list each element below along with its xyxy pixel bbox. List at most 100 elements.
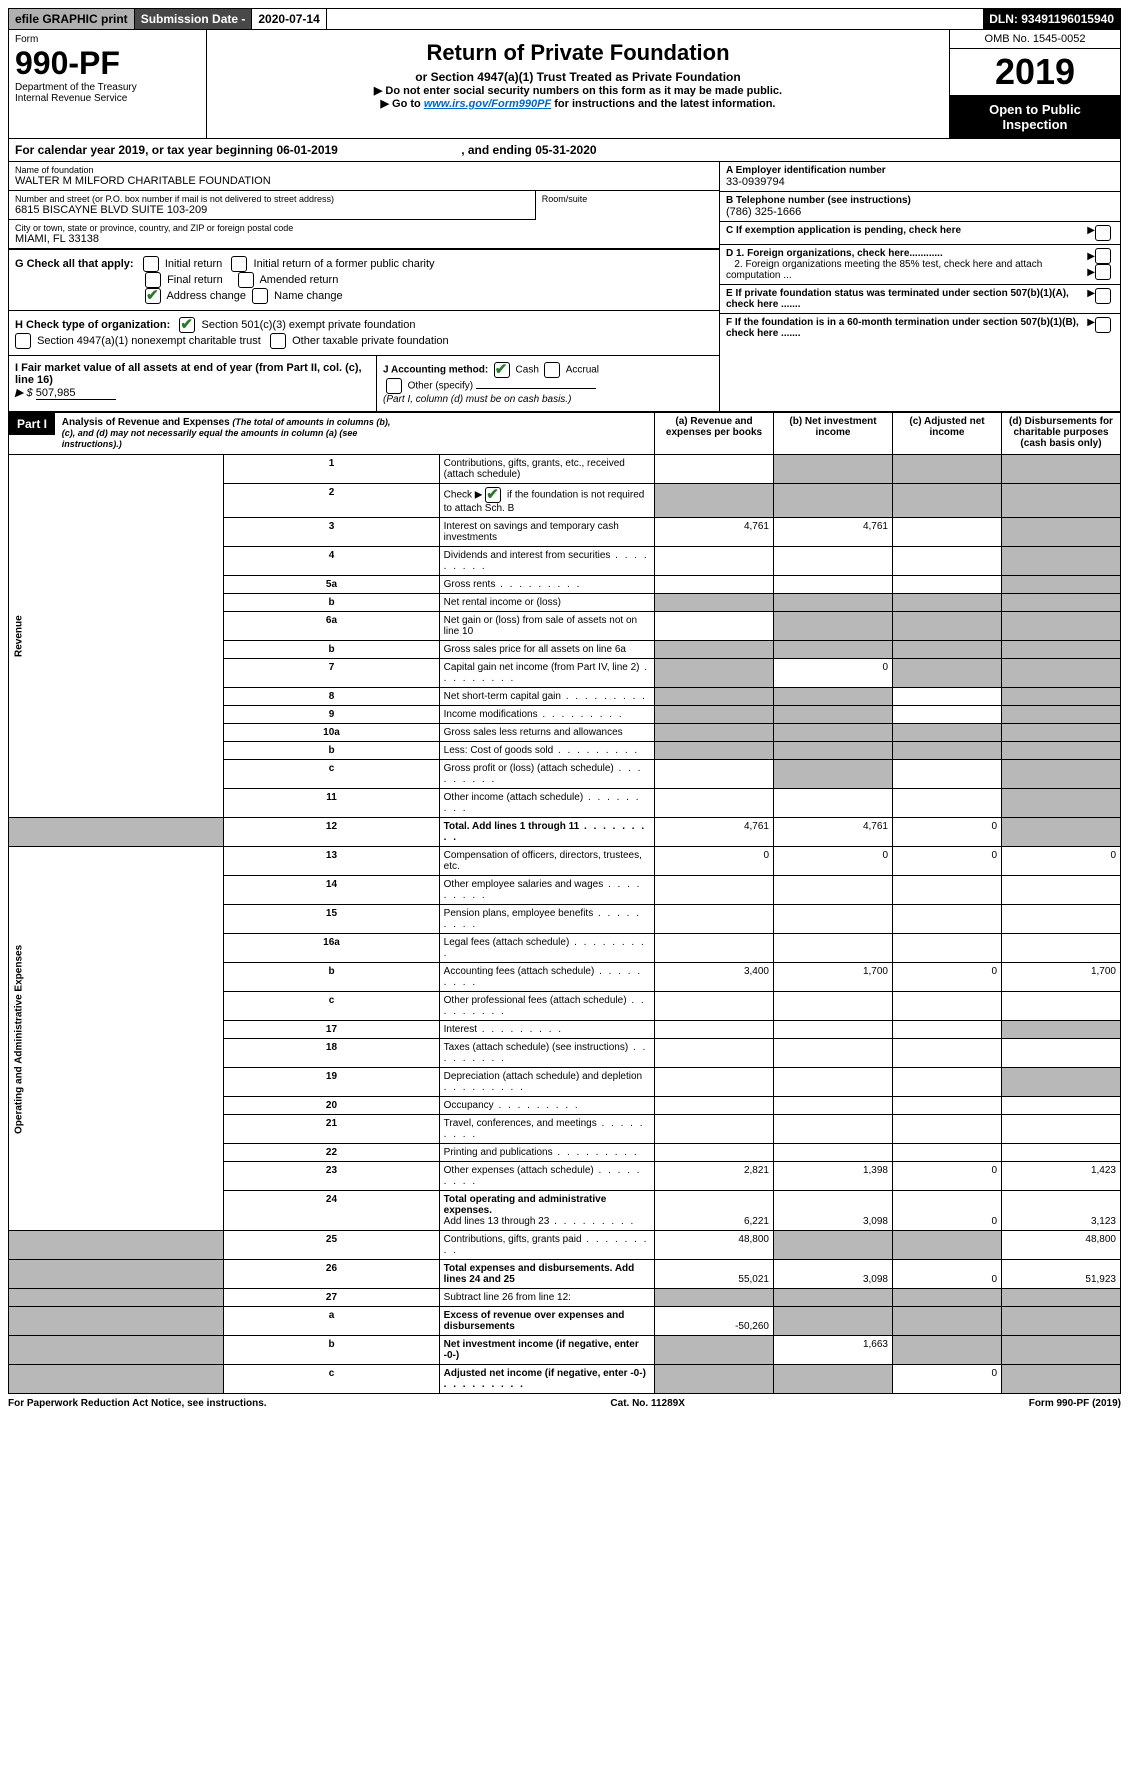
- l23-desc: Other expenses (attach schedule): [439, 1162, 654, 1191]
- chk-501c3[interactable]: [179, 317, 195, 333]
- open-public: Open to Public Inspection: [950, 96, 1120, 138]
- info-right: A Employer identification number 33-0939…: [719, 162, 1120, 411]
- l25-a: 48,800: [655, 1231, 774, 1260]
- footer-right: Form 990-PF (2019): [1029, 1398, 1121, 1409]
- chk-sch-b[interactable]: [485, 487, 501, 503]
- chk-e[interactable]: [1095, 288, 1111, 304]
- chk-address-change[interactable]: [145, 288, 161, 304]
- l8-desc: Net short-term capital gain: [439, 688, 654, 706]
- h-c3: Section 501(c)(3) exempt private foundat…: [201, 319, 415, 331]
- l15-desc: Pension plans, employee benefits: [439, 905, 654, 934]
- e-arrow-icon: [1083, 288, 1095, 299]
- calyear-begin: 06-01-2019: [276, 143, 337, 157]
- irs-label: Internal Revenue Service: [15, 93, 200, 104]
- l16b-desc: Accounting fees (attach schedule): [439, 963, 654, 992]
- row-27a: aExcess of revenue over expenses and dis…: [9, 1307, 1121, 1336]
- room-label: Room/suite: [542, 194, 713, 204]
- c-cell: C If exemption application is pending, c…: [720, 222, 1120, 245]
- l27c-desc: Adjusted net income (if negative, enter …: [439, 1365, 654, 1394]
- l24-c: 0: [893, 1191, 1002, 1231]
- row-27c: cAdjusted net income (if negative, enter…: [9, 1365, 1121, 1394]
- form-link[interactable]: www.irs.gov/Form990PF: [424, 98, 551, 110]
- chk-initial[interactable]: [143, 256, 159, 272]
- row-1: Revenue 1Contributions, gifts, grants, e…: [9, 455, 1121, 484]
- header-left: Form 990-PF Department of the Treasury I…: [9, 30, 207, 138]
- form-subtitle: or Section 4947(a)(1) Trust Treated as P…: [213, 70, 943, 84]
- l23-a: 2,821: [655, 1162, 774, 1191]
- header-right: OMB No. 1545-0052 2019 Open to Public In…: [949, 30, 1120, 138]
- l25-d: 48,800: [1002, 1231, 1121, 1260]
- city-label: City or town, state or province, country…: [15, 223, 713, 233]
- note2-suffix: for instructions and the latest informat…: [551, 98, 775, 110]
- chk-c[interactable]: [1095, 225, 1111, 241]
- chk-name-change[interactable]: [252, 288, 268, 304]
- l27c-c: 0: [893, 1365, 1002, 1394]
- g-final: Final return: [167, 274, 223, 286]
- calyear-mid: , and ending: [461, 143, 535, 157]
- note2-prefix: ▶ Go to: [381, 98, 424, 110]
- room-cell: Room/suite: [535, 191, 719, 220]
- l9-desc: Income modifications: [439, 706, 654, 724]
- c-arrow-icon: [1083, 225, 1095, 236]
- f-arrow-icon: [1083, 317, 1095, 328]
- d2-label: 2. Foreign organizations meeting the 85%…: [726, 259, 1042, 281]
- chk-d1[interactable]: [1095, 248, 1111, 264]
- l24b-text: Add lines 13 through 23: [444, 1216, 636, 1227]
- row-27: 27Subtract line 26 from line 12:: [9, 1289, 1121, 1307]
- d1-arrow-icon: [1083, 251, 1095, 262]
- l3-a: 4,761: [655, 518, 774, 547]
- l3-b: 4,761: [774, 518, 893, 547]
- d-text: D 1. Foreign organizations, check here..…: [726, 248, 1083, 281]
- j-other: Other (specify): [408, 381, 474, 392]
- l10b-desc: Less: Cost of goods sold: [439, 742, 654, 760]
- j-accrual: Accrual: [566, 365, 599, 376]
- l6b-desc: Gross sales price for all assets on line…: [439, 641, 654, 659]
- l16a-desc: Legal fees (attach schedule): [439, 934, 654, 963]
- chk-accrual[interactable]: [544, 362, 560, 378]
- addr-label: Number and street (or P.O. box number if…: [15, 194, 529, 204]
- l26-d: 51,923: [1002, 1260, 1121, 1289]
- phone-value: (786) 325-1666: [726, 206, 1114, 218]
- chk-other-method[interactable]: [386, 378, 402, 394]
- form-title: Return of Private Foundation: [213, 40, 943, 66]
- l5b-desc: Net rental income or (loss): [439, 594, 654, 612]
- info-grid: Name of foundation WALTER M MILFORD CHAR…: [8, 162, 1121, 412]
- i-value: 507,985: [36, 387, 116, 400]
- chk-4947[interactable]: [15, 333, 31, 349]
- ij-row: I Fair market value of all assets at end…: [9, 355, 719, 411]
- row-27b: bNet investment income (if negative, ent…: [9, 1336, 1121, 1365]
- l7-desc: Capital gain net income (from Part IV, l…: [439, 659, 654, 688]
- g-addr-change: Address change: [166, 290, 246, 302]
- row-25: 25Contributions, gifts, grants paid48,80…: [9, 1231, 1121, 1260]
- chk-initial-former[interactable]: [231, 256, 247, 272]
- chk-amended[interactable]: [238, 272, 254, 288]
- l26-b: 3,098: [774, 1260, 893, 1289]
- h-label: H Check type of organization:: [15, 319, 170, 331]
- l13-desc: Compensation of officers, directors, tru…: [439, 847, 654, 876]
- chk-f[interactable]: [1095, 317, 1111, 333]
- l12-c: 0: [893, 818, 1002, 847]
- top-bar: efile GRAPHIC print Submission Date - 20…: [8, 8, 1121, 30]
- l2-desc: Check ▶ if the foundation is not require…: [439, 484, 654, 518]
- part1-header-cell: Part I Analysis of Revenue and Expenses …: [9, 413, 655, 455]
- chk-d2[interactable]: [1095, 264, 1111, 280]
- g-initial: Initial return: [165, 258, 222, 270]
- l2-check-label: Check ▶: [444, 490, 483, 501]
- name-label: Name of foundation: [15, 165, 713, 175]
- l26-a: 55,021: [655, 1260, 774, 1289]
- l13-a: 0: [655, 847, 774, 876]
- footer-left: For Paperwork Reduction Act Notice, see …: [8, 1398, 267, 1409]
- chk-other-taxable[interactable]: [270, 333, 286, 349]
- i-arrow: ▶ $: [15, 387, 33, 399]
- l27-desc: Subtract line 26 from line 12:: [439, 1289, 654, 1307]
- calyear-end: 05-31-2020: [535, 143, 596, 157]
- h-other: Other taxable private foundation: [292, 335, 449, 347]
- row-13: Operating and Administrative Expenses 13…: [9, 847, 1121, 876]
- l12-a: 4,761: [655, 818, 774, 847]
- chk-cash[interactable]: [494, 362, 510, 378]
- expenses-vertical-label: Operating and Administrative Expenses: [9, 847, 224, 1231]
- b-label: B Telephone number (see instructions): [726, 195, 1114, 206]
- l10c-desc: Gross profit or (loss) (attach schedule): [439, 760, 654, 789]
- l27a-a: -50,260: [655, 1307, 774, 1336]
- l16b-b: 1,700: [774, 963, 893, 992]
